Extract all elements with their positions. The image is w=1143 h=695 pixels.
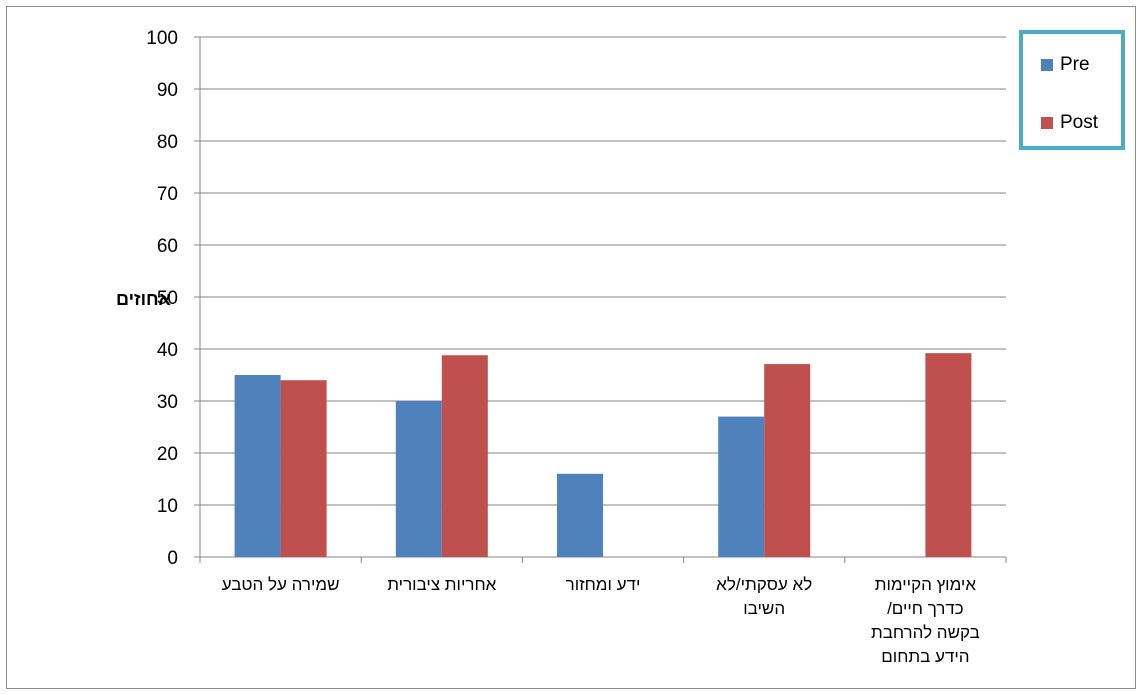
x-tick-label: ידע ומחזור: [566, 575, 641, 594]
x-tick-label: לא עסקתי/לא השיבו: [716, 575, 812, 618]
bar-pre: [557, 473, 603, 557]
legend-item-post: Post: [1041, 112, 1098, 134]
x-tick-label: אחריות ציבורית: [387, 575, 496, 594]
y-tick-label: 60: [157, 236, 178, 257]
x-tick-label: שמירה על הטבע: [222, 575, 340, 594]
y-tick-label: 20: [157, 444, 178, 465]
legend-item-pre: Pre: [1041, 54, 1090, 76]
legend-label-pre: Pre: [1060, 54, 1090, 75]
legend: Pre Post: [1019, 30, 1125, 150]
bar-pre: [718, 416, 765, 557]
y-tick-label: 90: [157, 80, 178, 101]
x-tick-label: אימוץ הקיימות כדרך חיים/בקשה להרחבת הידע ב…: [871, 575, 980, 666]
legend-swatch-post: [1041, 117, 1053, 129]
y-tick-label: 10: [157, 496, 178, 517]
y-tick-label: 50: [157, 288, 178, 309]
y-axis-label: אחוזים: [116, 289, 171, 309]
y-tick-label: 80: [157, 132, 178, 153]
bar-pre: [395, 401, 442, 557]
y-tick-label: 0: [167, 548, 178, 569]
bar-post: [280, 380, 327, 557]
y-tick-label: 40: [157, 340, 178, 361]
chart-frame: [6, 6, 1136, 689]
bar-pre: [234, 375, 281, 557]
bar-post: [764, 364, 811, 557]
y-tick-label: 70: [157, 184, 178, 205]
bar-post: [925, 353, 972, 557]
y-tick-label: 30: [157, 392, 178, 413]
legend-label-post: Post: [1060, 112, 1099, 133]
y-tick-label: 100: [146, 28, 178, 49]
legend-swatch-pre: [1041, 59, 1053, 71]
bar-post: [441, 355, 488, 557]
